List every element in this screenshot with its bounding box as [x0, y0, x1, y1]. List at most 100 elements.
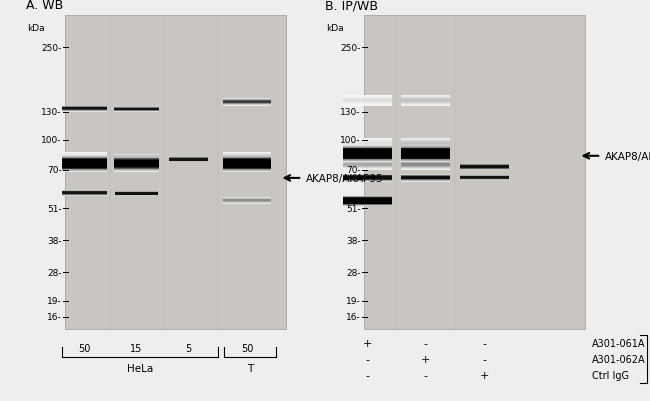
FancyBboxPatch shape: [402, 148, 450, 149]
FancyBboxPatch shape: [343, 167, 391, 168]
FancyBboxPatch shape: [402, 105, 450, 106]
FancyBboxPatch shape: [62, 155, 107, 156]
FancyBboxPatch shape: [343, 206, 391, 207]
FancyBboxPatch shape: [114, 159, 159, 160]
FancyBboxPatch shape: [343, 138, 391, 139]
FancyBboxPatch shape: [222, 158, 272, 159]
FancyBboxPatch shape: [114, 163, 159, 164]
FancyBboxPatch shape: [114, 165, 159, 166]
FancyBboxPatch shape: [343, 104, 391, 105]
FancyBboxPatch shape: [402, 153, 450, 154]
Text: 250-: 250-: [42, 44, 62, 53]
Text: -: -: [482, 354, 486, 364]
FancyBboxPatch shape: [402, 146, 450, 147]
FancyBboxPatch shape: [62, 168, 107, 169]
FancyBboxPatch shape: [402, 144, 450, 145]
FancyBboxPatch shape: [343, 161, 391, 162]
FancyBboxPatch shape: [343, 155, 391, 156]
FancyBboxPatch shape: [222, 160, 272, 161]
FancyBboxPatch shape: [402, 151, 450, 152]
FancyBboxPatch shape: [343, 162, 391, 163]
Text: A. WB: A. WB: [26, 0, 63, 12]
FancyBboxPatch shape: [114, 171, 159, 172]
FancyBboxPatch shape: [402, 148, 450, 149]
FancyBboxPatch shape: [62, 166, 107, 167]
FancyBboxPatch shape: [62, 171, 107, 172]
FancyBboxPatch shape: [343, 100, 391, 101]
FancyBboxPatch shape: [62, 158, 107, 159]
FancyBboxPatch shape: [343, 147, 391, 148]
Text: 28-: 28-: [346, 268, 361, 277]
FancyBboxPatch shape: [62, 167, 107, 168]
FancyBboxPatch shape: [343, 148, 391, 149]
FancyBboxPatch shape: [62, 157, 107, 158]
FancyBboxPatch shape: [222, 161, 272, 162]
FancyBboxPatch shape: [402, 179, 450, 180]
Text: -: -: [365, 354, 369, 364]
FancyBboxPatch shape: [114, 160, 159, 161]
Text: AKAP8/AKAP95: AKAP8/AKAP95: [306, 174, 383, 183]
FancyBboxPatch shape: [222, 154, 272, 155]
FancyBboxPatch shape: [402, 158, 450, 159]
FancyBboxPatch shape: [402, 103, 450, 104]
FancyBboxPatch shape: [114, 156, 159, 157]
FancyBboxPatch shape: [402, 166, 450, 167]
FancyBboxPatch shape: [222, 160, 272, 161]
FancyBboxPatch shape: [343, 197, 391, 198]
FancyBboxPatch shape: [402, 140, 450, 141]
FancyBboxPatch shape: [62, 156, 107, 157]
FancyBboxPatch shape: [222, 153, 272, 154]
FancyBboxPatch shape: [343, 199, 391, 200]
FancyBboxPatch shape: [114, 162, 159, 163]
FancyBboxPatch shape: [343, 148, 391, 149]
Text: T: T: [247, 363, 254, 373]
Text: +: +: [363, 338, 372, 348]
Text: 100-: 100-: [41, 136, 62, 145]
FancyBboxPatch shape: [343, 166, 391, 167]
Text: -: -: [424, 370, 428, 380]
FancyBboxPatch shape: [222, 159, 272, 160]
FancyBboxPatch shape: [62, 164, 107, 165]
FancyBboxPatch shape: [343, 160, 391, 161]
FancyBboxPatch shape: [343, 156, 391, 157]
FancyBboxPatch shape: [343, 151, 391, 152]
FancyBboxPatch shape: [343, 146, 391, 147]
FancyBboxPatch shape: [343, 142, 391, 143]
FancyBboxPatch shape: [343, 161, 391, 162]
FancyBboxPatch shape: [402, 97, 450, 98]
FancyBboxPatch shape: [62, 159, 107, 160]
FancyBboxPatch shape: [402, 142, 450, 143]
FancyBboxPatch shape: [343, 174, 391, 175]
Text: 16-: 16-: [47, 312, 62, 321]
FancyBboxPatch shape: [343, 175, 391, 176]
FancyBboxPatch shape: [343, 196, 391, 197]
FancyBboxPatch shape: [402, 102, 450, 103]
FancyBboxPatch shape: [222, 162, 272, 163]
FancyBboxPatch shape: [343, 169, 391, 170]
FancyBboxPatch shape: [114, 169, 159, 170]
FancyBboxPatch shape: [343, 96, 391, 97]
FancyBboxPatch shape: [114, 160, 159, 161]
FancyBboxPatch shape: [65, 16, 286, 329]
FancyBboxPatch shape: [343, 203, 391, 204]
Text: A301-062A: A301-062A: [592, 354, 645, 364]
FancyBboxPatch shape: [62, 165, 107, 166]
FancyBboxPatch shape: [343, 180, 391, 181]
FancyBboxPatch shape: [222, 169, 272, 170]
FancyBboxPatch shape: [402, 169, 450, 170]
Text: -: -: [482, 338, 486, 348]
FancyBboxPatch shape: [343, 160, 391, 161]
Text: 19-: 19-: [346, 296, 361, 305]
FancyBboxPatch shape: [402, 98, 450, 99]
FancyBboxPatch shape: [343, 158, 391, 159]
FancyBboxPatch shape: [222, 164, 272, 165]
FancyBboxPatch shape: [402, 101, 450, 102]
FancyBboxPatch shape: [62, 152, 107, 153]
FancyBboxPatch shape: [222, 163, 272, 164]
FancyBboxPatch shape: [222, 155, 272, 156]
Text: 19-: 19-: [47, 296, 62, 305]
FancyBboxPatch shape: [402, 145, 450, 146]
FancyBboxPatch shape: [343, 168, 391, 169]
FancyBboxPatch shape: [343, 164, 391, 165]
FancyBboxPatch shape: [402, 181, 450, 182]
